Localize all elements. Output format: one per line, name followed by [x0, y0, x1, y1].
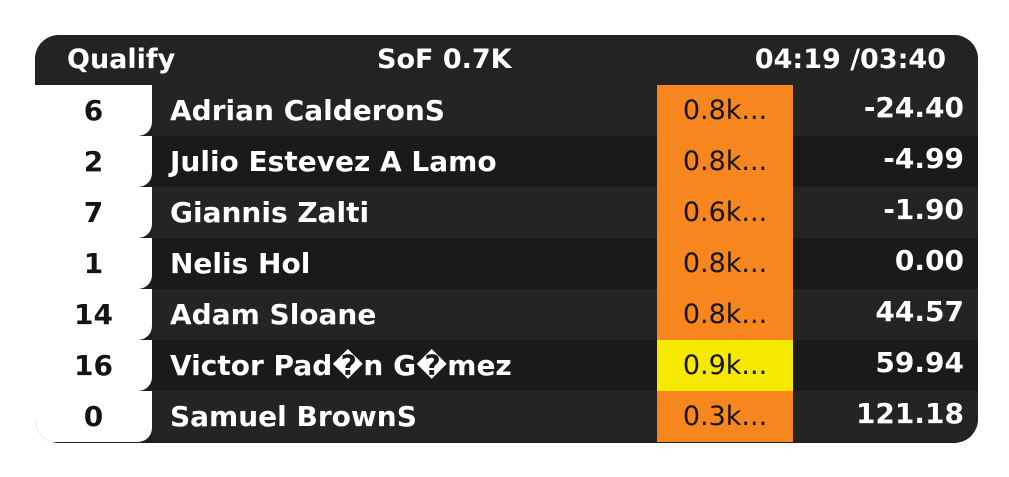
standings-row: 1 Nelis Hol 0.8k... 0.00: [35, 238, 978, 289]
session-time: 04:19 /03:40: [754, 44, 946, 75]
driver-cell: Giannis Zalti: [152, 187, 657, 238]
standings-board: Qualify SoF 0.7K 04:19 /03:40 6 Adrian C…: [35, 35, 978, 443]
driver-cell: Nelis Hol: [152, 238, 657, 289]
gap-cell: 44.57: [793, 289, 978, 340]
car-number: 7: [35, 187, 152, 238]
driver-name: Victor Pad�n G�mez: [170, 349, 512, 382]
gap-value: 121.18: [855, 397, 964, 430]
gap-cell: -1.90: [793, 187, 978, 238]
gap-value: -1.90: [883, 193, 964, 226]
car-number: 6: [35, 85, 152, 136]
gap-value: 0.00: [894, 244, 964, 277]
driver-name: Adrian CalderonS: [170, 94, 445, 127]
gap-cell: 0.00: [793, 238, 978, 289]
car-number: 2: [35, 136, 152, 187]
driver-cell: Samuel BrownS: [152, 391, 657, 442]
standings-row: 6 Adrian CalderonS 0.8k... -24.40: [35, 85, 978, 136]
gap-cell: 59.94: [793, 340, 978, 391]
driver-rating: 0.6k...: [657, 187, 793, 238]
driver-name: Adam Sloane: [170, 298, 377, 331]
car-number: 14: [35, 289, 152, 340]
driver-cell: Victor Pad�n G�mez: [152, 340, 657, 391]
driver-cell: Adam Sloane: [152, 289, 657, 340]
car-number: 0: [35, 391, 152, 442]
strength-of-field: SoF 0.7K: [377, 44, 512, 75]
session-label: Qualify: [67, 44, 176, 75]
driver-rating: 0.3k...: [657, 391, 793, 442]
gap-cell: -24.40: [793, 85, 978, 136]
driver-rating: 0.8k...: [657, 85, 793, 136]
gap-value: 59.94: [875, 346, 964, 379]
driver-name: Samuel BrownS: [170, 400, 417, 433]
gap-cell: -4.99: [793, 136, 978, 187]
gap-cell: 121.18: [793, 391, 978, 442]
driver-rating: 0.8k...: [657, 238, 793, 289]
standings-row: 16 Victor Pad�n G�mez 0.9k... 59.94: [35, 340, 978, 391]
driver-cell: Adrian CalderonS: [152, 85, 657, 136]
standings-row: 14 Adam Sloane 0.8k... 44.57: [35, 289, 978, 340]
driver-rating: 0.8k...: [657, 289, 793, 340]
car-number: 16: [35, 340, 152, 391]
driver-rating: 0.9k...: [657, 340, 793, 391]
standings-row: 7 Giannis Zalti 0.6k... -1.90: [35, 187, 978, 238]
standings-row: 2 Julio Estevez A Lamo 0.8k... -4.99: [35, 136, 978, 187]
gap-value: -24.40: [863, 91, 964, 124]
driver-rating: 0.8k...: [657, 136, 793, 187]
standings-header: Qualify SoF 0.7K 04:19 /03:40: [35, 35, 978, 85]
car-number: 1: [35, 238, 152, 289]
gap-value: -4.99: [883, 142, 964, 175]
driver-name: Giannis Zalti: [170, 196, 370, 229]
driver-name: Julio Estevez A Lamo: [170, 145, 497, 178]
gap-value: 44.57: [875, 295, 964, 328]
driver-cell: Julio Estevez A Lamo: [152, 136, 657, 187]
standings-row: 0 Samuel BrownS 0.3k... 121.18: [35, 391, 978, 442]
driver-name: Nelis Hol: [170, 247, 311, 280]
